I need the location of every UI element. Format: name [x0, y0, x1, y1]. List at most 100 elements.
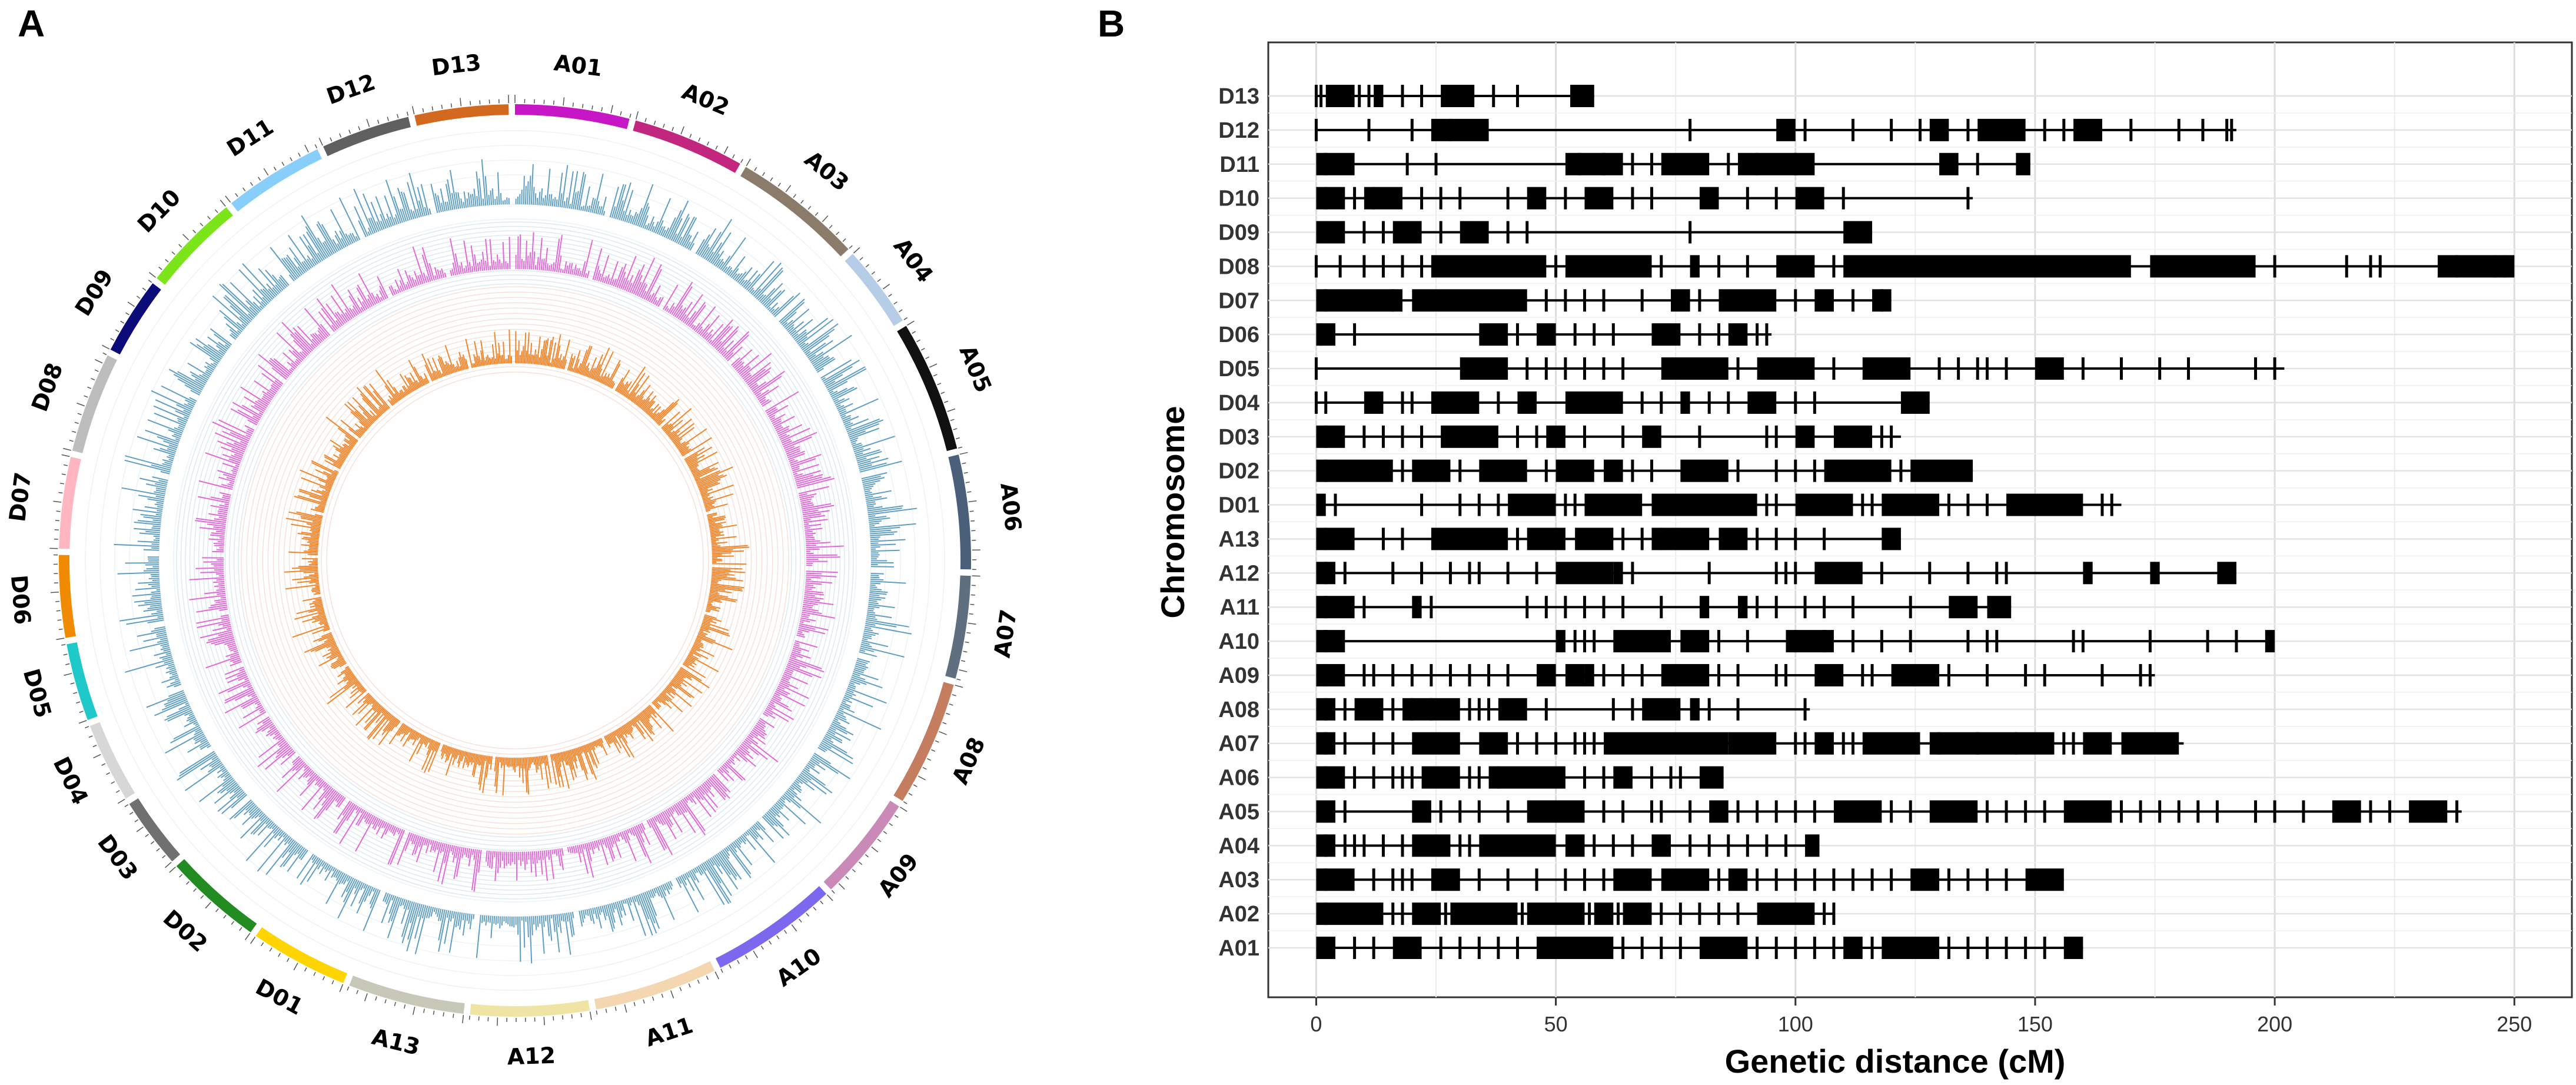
marker-tick: [1813, 459, 1816, 482]
track-guide-ring: [129, 174, 901, 947]
chromosome-label-D10: D10: [132, 184, 186, 238]
ideogram-tick: [460, 98, 462, 107]
inner-density-bar-A07: [705, 567, 746, 613]
marker-tick: [1717, 663, 1720, 686]
marker-tick: [1947, 663, 1950, 686]
marker-tick: [1554, 732, 1558, 755]
marker-tick: [2388, 800, 2392, 823]
ideogram-tick: [244, 933, 251, 941]
ideogram-tick: [688, 983, 691, 988]
chromosome-label-A07: A07: [989, 608, 1022, 659]
marker-cluster: [1776, 118, 1796, 141]
ideogram-tick: [715, 145, 718, 150]
y-tick-label-A11: A11: [1219, 595, 1259, 620]
marker-tick: [1497, 493, 1500, 516]
ideogram-tick: [111, 781, 115, 784]
marker-tick: [2024, 937, 2027, 959]
ideogram-tick: [74, 422, 79, 424]
marker-cluster: [1651, 834, 1671, 857]
marker-tick: [1401, 868, 1404, 891]
marker-tick: [1602, 357, 1606, 380]
marker-tick: [1324, 221, 1328, 244]
ideogram-tick: [200, 223, 204, 227]
ideogram-tick: [920, 348, 925, 351]
ideogram-tick: [79, 711, 84, 714]
marker-tick: [1334, 493, 1337, 516]
ideogram-tick: [815, 212, 819, 216]
ideogram-tick: [963, 472, 968, 474]
marker-tick: [1324, 187, 1328, 210]
ideogram-tick: [958, 446, 963, 449]
y-tick-label-A13: A13: [1218, 527, 1259, 552]
marker-tick: [1410, 766, 1414, 789]
marker-cluster: [1805, 834, 1820, 857]
ideogram-tick: [653, 120, 656, 125]
marker-tick: [1353, 323, 1357, 346]
track-guide-ring: [158, 204, 872, 917]
marker-tick: [1660, 391, 1663, 414]
marker-tick: [1621, 596, 1625, 619]
marker-tick: [1765, 493, 1769, 516]
chromosome-row-D02: [1316, 459, 1973, 482]
marker-tick: [1794, 868, 1797, 891]
middle-density-bar-A01: [515, 232, 593, 278]
ideogram-tick: [955, 685, 963, 688]
marker-tick: [1678, 766, 1682, 789]
outer-density-bar-D13: [430, 159, 510, 213]
middle-density-bar-A12: [485, 848, 564, 881]
marker-tick: [2158, 357, 2162, 380]
marker-tick: [1401, 834, 1404, 857]
y-tick-label-A08: A08: [1218, 698, 1259, 722]
marker-cluster: [1604, 459, 1623, 482]
marker-tick: [1774, 596, 1778, 619]
ideogram-tick: [933, 374, 938, 377]
marker-tick: [2043, 800, 2046, 823]
marker-tick: [1583, 766, 1586, 789]
marker-tick: [1909, 800, 1912, 823]
ideogram-tick: [162, 855, 166, 859]
ideogram-tick: [853, 247, 860, 254]
ideogram-tick: [610, 105, 613, 114]
marker-cluster: [1479, 732, 1508, 755]
marker-tick: [2081, 630, 2085, 653]
chromosome-row-A10: [1316, 630, 2275, 653]
marker-cluster: [1900, 391, 1930, 414]
marker-tick: [1420, 85, 1424, 107]
marker-tick: [1823, 527, 1826, 550]
marker-cluster: [1364, 391, 1384, 414]
marker-tick: [1774, 663, 1778, 686]
chromosome-label-D02: D02: [158, 905, 212, 957]
ideogram-tick: [931, 749, 936, 752]
ideogram-tick: [865, 854, 869, 858]
ideogram-tick: [242, 187, 246, 191]
marker-tick: [1736, 902, 1740, 925]
marker-tick: [1794, 732, 1797, 755]
ideogram-tick: [91, 378, 95, 381]
chromosome-ideogram-A01: [515, 104, 630, 130]
ideogram-tick: [84, 395, 88, 398]
outer-density-bar-D02: [229, 799, 308, 875]
y-tick-label-D05: D05: [1218, 357, 1259, 381]
y-tick-label-A01: A01: [1218, 936, 1259, 961]
marker-tick: [1813, 937, 1816, 959]
ideogram-tick: [753, 950, 758, 958]
marker-tick: [1564, 357, 1567, 380]
outer-density-bar-A09: [762, 752, 850, 839]
ideogram-tick: [894, 815, 899, 818]
ideogram-tick: [908, 792, 913, 796]
chromosome-label-D06: D06: [6, 574, 36, 626]
marker-tick: [1314, 391, 1318, 414]
marker-tick: [1448, 118, 1452, 141]
marker-tick: [1358, 85, 1361, 107]
ideogram-tick: [169, 867, 176, 873]
marker-tick: [1640, 527, 1644, 550]
marker-tick: [1861, 493, 1864, 516]
marker-tick: [1890, 118, 1893, 141]
marker-cluster: [1795, 425, 1815, 448]
ideogram-tick: [117, 798, 125, 804]
marker-tick: [1794, 937, 1797, 959]
marker-tick: [2072, 732, 2075, 755]
ideogram-tick: [800, 200, 804, 204]
inner-density-bar-A02: [567, 345, 621, 389]
ideogram-tick: [145, 834, 149, 837]
